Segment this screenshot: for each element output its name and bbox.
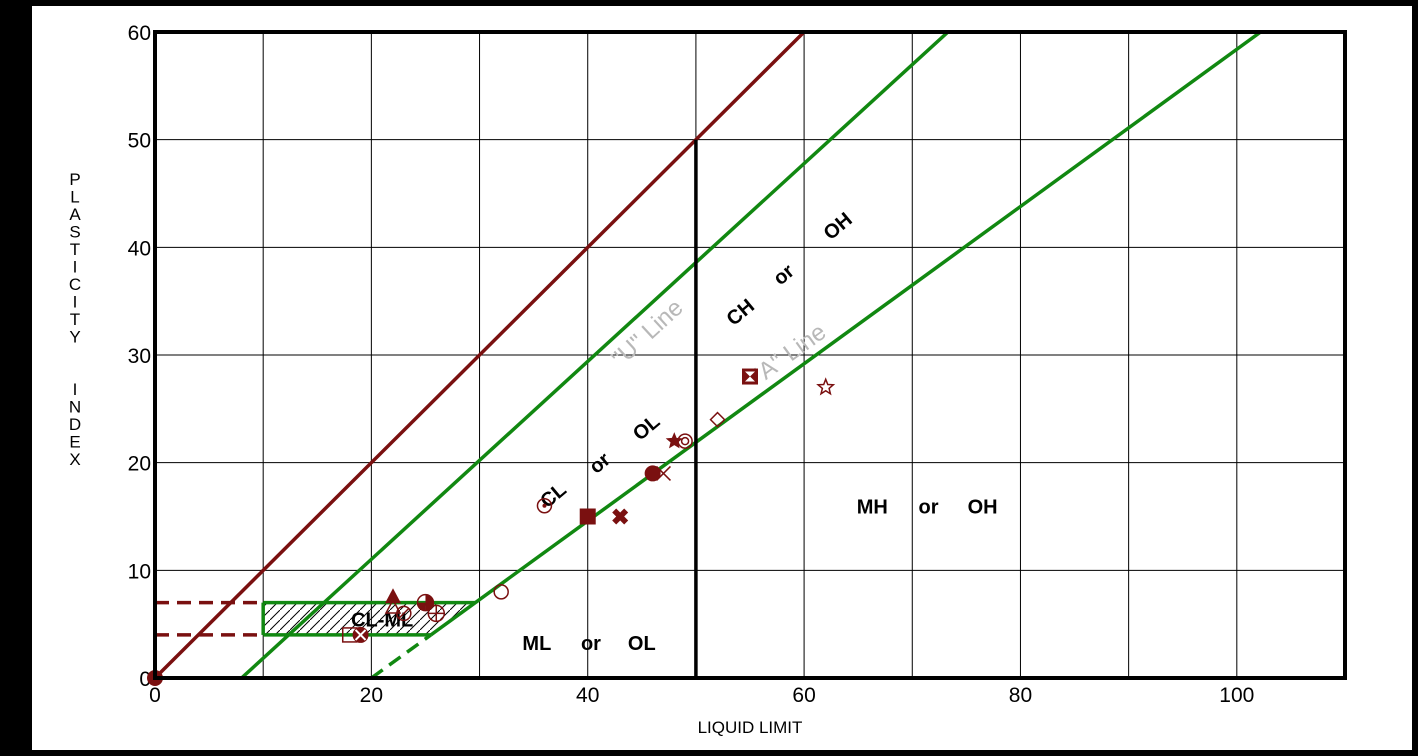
x-tick-label: 100 [1219,684,1254,707]
data-point [396,605,412,622]
data-point [385,588,401,604]
x-tick-label: 0 [149,684,161,707]
y-tick-label: 10 [128,560,151,583]
x-tick-label: 40 [576,684,599,707]
grid [155,32,1345,678]
data-point [655,465,671,481]
x-tick-label: 80 [1009,684,1032,707]
zone-label: OL [628,633,656,655]
chart-line [429,32,1262,637]
y-axis-label-letter: I [73,293,78,312]
zone-label: or [919,496,939,518]
point-marker [493,584,509,600]
y-axis-label-letter: X [69,450,80,469]
x-tick-label: 60 [792,684,815,707]
y-axis-label-letter: Y [69,328,80,347]
chart-line [240,32,950,678]
y-axis-label-letter: N [69,398,81,417]
chart-lines [155,32,1262,678]
data-point [612,508,629,525]
y-axis-label-letter: L [70,188,79,207]
point-marker [816,377,836,396]
y-tick-label: 60 [128,22,151,45]
x-tick-labels: 0 20 40 60 80 100 [149,684,1254,707]
y-axis-label-letter: T [70,240,80,259]
data-point [816,377,836,396]
point-marker [385,588,401,604]
point-marker [709,411,726,428]
data-point [677,433,693,449]
y-tick-label: 20 [128,453,151,476]
y-axis-label-letter: I [73,258,78,277]
data-point [644,465,661,482]
y-axis-label-letter: T [70,310,80,329]
data-point [709,411,726,428]
point-marker [396,605,412,622]
y-axis-label-letter: S [69,223,80,242]
zone-label: or [581,633,601,655]
data-point [427,604,446,623]
y-axis-label-letter: E [69,433,80,452]
y-axis-label-letter: I [73,380,78,399]
point-marker-slash [398,607,410,619]
point-marker [677,433,693,449]
data-point [536,497,553,514]
x-tick-label: 20 [360,684,383,707]
y-axis-label-letter: P [69,170,80,189]
point-marker [536,497,553,514]
point-marker-2 [655,465,671,481]
point-marker-inner [680,436,690,446]
y-axis-label-letter: D [69,415,81,434]
y-tick-label: 50 [128,130,151,153]
zone-label: OH [968,496,998,518]
plot-border [153,30,1347,680]
y-tick-label: 40 [128,237,151,260]
y-tick-label: 0 [139,668,151,691]
data-point [742,368,758,385]
point-marker-quarter [417,602,426,611]
figure-background [32,6,1412,750]
point-marker-dot [542,503,547,508]
data-point [579,508,596,525]
data-point [493,584,509,600]
data-point [352,626,369,643]
data-points [147,368,836,686]
y-axis-label-letter: C [69,275,81,294]
y-axis-label-letter: A [69,205,81,224]
point-marker [612,508,629,525]
zone-label: MH [857,496,888,518]
zone-label: CL-ML [351,609,413,631]
x-axis-label: LIQUID LIMIT [698,718,803,737]
y-tick-label: 30 [128,345,151,368]
point-marker-x2 [354,629,367,641]
y-tick-labels: 0 10 20 30 40 50 60 [128,22,151,691]
chart-line [370,633,432,678]
point-marker [579,508,596,525]
point-marker-hourglass [745,371,755,382]
zone-label: ML [522,633,551,655]
point-marker [384,598,402,614]
data-point [384,598,402,614]
point-marker [644,465,661,482]
